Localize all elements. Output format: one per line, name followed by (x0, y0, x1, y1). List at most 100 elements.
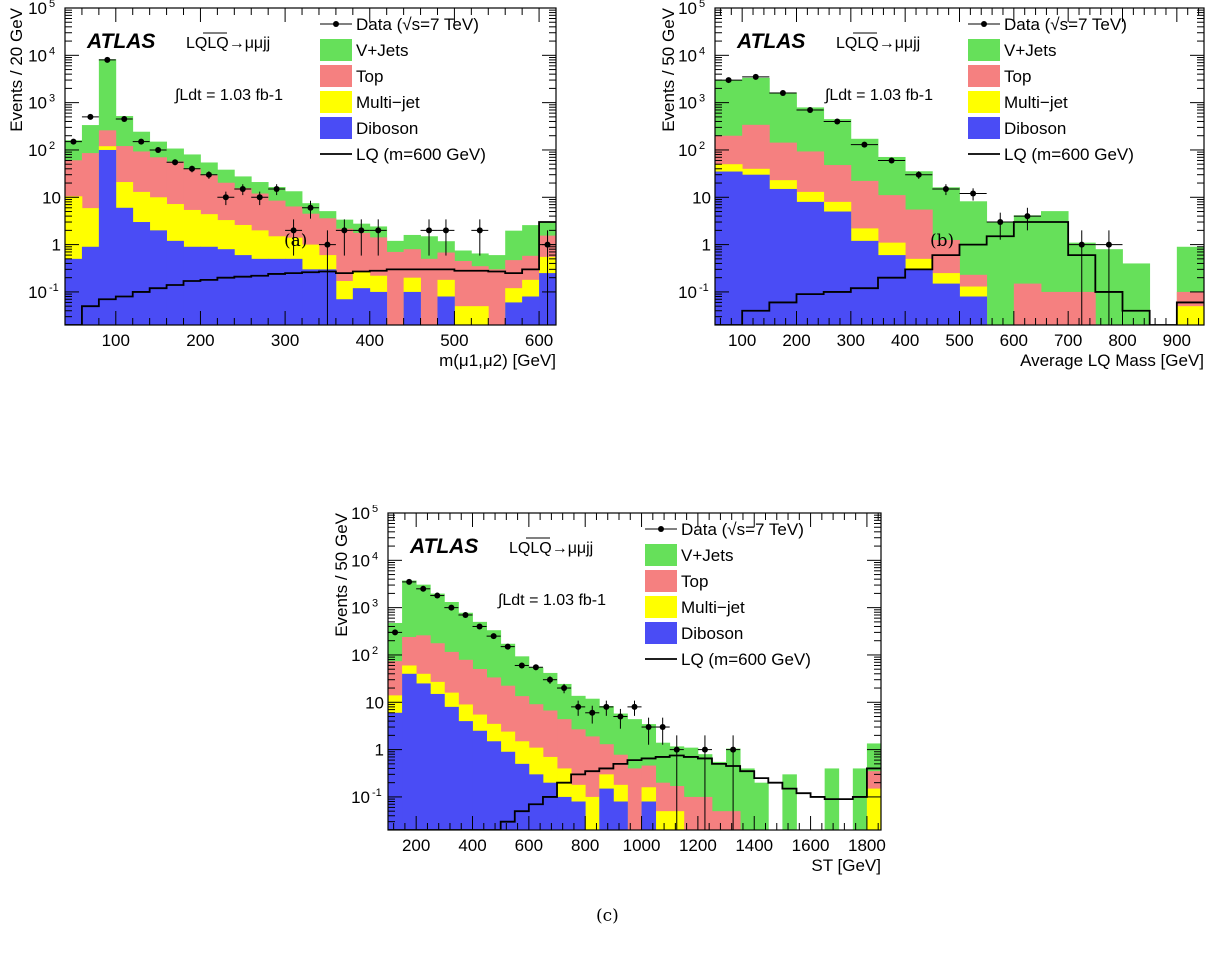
bar-diboson (416, 683, 431, 830)
bar-top (488, 269, 506, 325)
bar-diboson (369, 291, 388, 325)
bar-top (683, 796, 699, 830)
bar-diboson (352, 288, 371, 325)
y-tick-label: 10 (42, 188, 61, 207)
y-axis-title: Events / 50 GeV (659, 7, 678, 131)
y-tick-exponent: 5 (699, 0, 705, 10)
legend-swatch (320, 91, 352, 113)
bar-vjets (782, 774, 797, 830)
bar-diboson (932, 283, 960, 325)
x-tick-label: 300 (271, 331, 299, 350)
data-point (155, 146, 162, 153)
x-tick-label: 600 (515, 836, 543, 855)
data-point (834, 118, 841, 125)
legend-label: Top (356, 67, 383, 86)
y-tick-exponent: 2 (699, 140, 705, 152)
data-point (631, 703, 638, 710)
legend-label: Multi−jet (681, 598, 745, 617)
data-point (730, 746, 737, 753)
chart-b: 10 -1 1 10 10 2 10 3 10 4 10 5 100 200 300 400 500 600 700… (652, 0, 1212, 380)
bar-diboson (796, 201, 825, 325)
y-tick-exponent: 3 (372, 598, 378, 610)
x-tick-label: 200 (402, 836, 430, 855)
data-point (324, 241, 331, 248)
bar-diboson (183, 246, 201, 325)
data-point (561, 685, 568, 692)
bar-diboson (166, 240, 184, 325)
data-point (70, 138, 77, 145)
plot-frame (64, 7, 557, 326)
bar-diboson (402, 673, 417, 830)
plot-frame (387, 512, 882, 831)
legend-swatch (968, 91, 1000, 113)
bar-diboson (200, 246, 218, 325)
legend-swatch (320, 65, 352, 87)
bar-multijet (454, 306, 472, 325)
y-tick-exponent: -1 (699, 282, 709, 294)
data-point (490, 633, 497, 640)
lq-signal-line (65, 221, 556, 325)
data-point (476, 227, 483, 234)
legend-label: LQ (m=600 GeV) (356, 145, 486, 164)
bar-diboson (522, 296, 540, 325)
bar-top (1013, 283, 1042, 325)
legend-swatch (320, 117, 352, 139)
legend-label: LQ (m=600 GeV) (1004, 145, 1134, 164)
data-point (532, 664, 539, 671)
data-point (358, 227, 365, 234)
data-point (645, 724, 652, 731)
bar-diboson (268, 258, 286, 325)
bar-diboson (234, 255, 252, 325)
data-point (997, 219, 1004, 226)
legend-swatch (968, 65, 1000, 87)
y-tick-exponent: 3 (699, 93, 705, 105)
data-point (256, 194, 263, 201)
data-point (1105, 241, 1112, 248)
x-tick-label: 500 (945, 331, 973, 350)
bar-top (1041, 291, 1069, 325)
lq-signal-line (388, 754, 881, 830)
data-point (518, 662, 525, 669)
y-tick-label: 1 (702, 236, 711, 255)
x-tick-label: 1400 (735, 836, 773, 855)
caption-a: (a) (284, 231, 308, 251)
process-label: LQLQ→μμjj (509, 540, 593, 557)
y-tick-label: 10 (678, 283, 697, 302)
bar-diboson (823, 211, 852, 325)
y-tick-label: 1 (52, 236, 61, 255)
bar-diboson (742, 174, 770, 325)
y-tick-label: 10 (678, 94, 697, 113)
data-point (942, 185, 949, 192)
data-point (546, 676, 553, 683)
atlas-label: ATLAS (86, 30, 155, 53)
atlas-label: ATLAS (736, 30, 805, 53)
data-point (420, 585, 427, 592)
data-point (434, 592, 441, 599)
data-point (861, 141, 868, 148)
x-tick-label: 1000 (623, 836, 661, 855)
data-point (1078, 241, 1085, 248)
lumi-label: ∫Ldt = 1.03 fb-1 (497, 592, 606, 609)
bar-diboson (528, 774, 544, 830)
y-tick-label: 10 (351, 788, 370, 807)
x-tick-label: 300 (837, 331, 865, 350)
data-point (188, 165, 195, 172)
data-point (442, 227, 449, 234)
lumi-label: ∫Ldt = 1.03 fb-1 (824, 87, 933, 104)
y-tick-label: 10 (28, 141, 47, 160)
bar-top (420, 258, 438, 325)
plot-area (388, 578, 881, 830)
bar-diboson (403, 291, 421, 325)
y-tick-label: 10 (28, 46, 47, 65)
y-tick-label: 10 (28, 0, 47, 18)
bar-diboson (430, 693, 445, 830)
y-axis-title: Events / 50 GeV (332, 512, 351, 636)
bar-diboson (486, 741, 502, 830)
bar-multijet (1176, 306, 1204, 325)
legend-label: Diboson (356, 119, 418, 138)
legend-label: LQ (m=600 GeV) (681, 650, 811, 669)
legend-label: Data (√s=7 TeV) (356, 15, 479, 34)
legend-label: Diboson (681, 624, 743, 643)
bar-diboson (850, 240, 879, 325)
